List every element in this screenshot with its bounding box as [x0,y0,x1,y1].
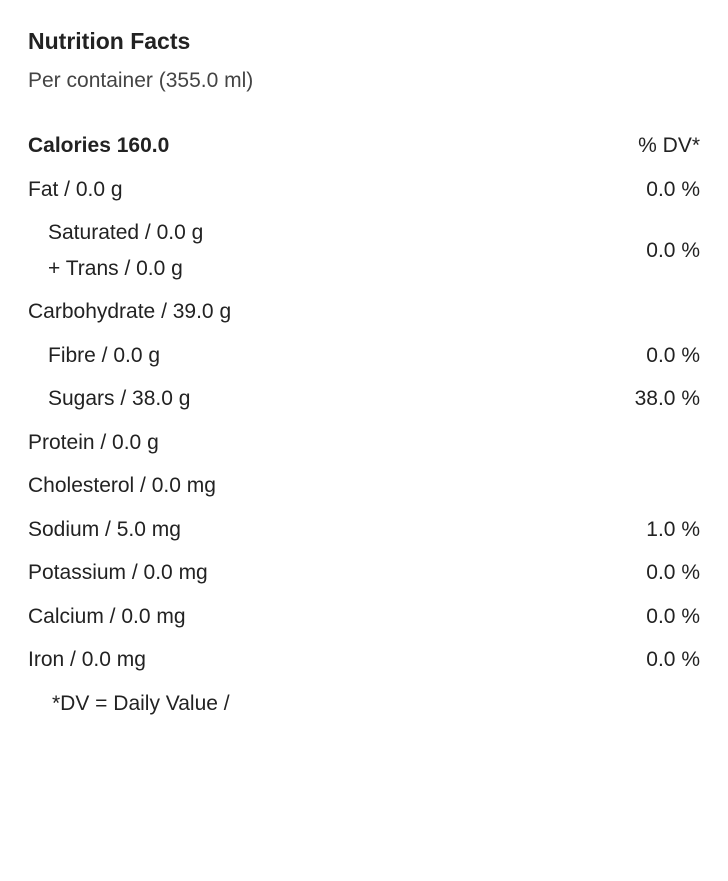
calcium-row: Calcium / 0.0 mg 0.0 % [28,595,700,639]
sodium-dv: 1.0 % [646,514,700,546]
iron-label: Iron / 0.0 mg [28,644,146,676]
fibre-label: Fibre / 0.0 g [28,340,160,372]
protein-label: Protein / 0.0 g [28,427,159,459]
trans-label: + Trans / 0.0 g [48,253,203,285]
iron-row: Iron / 0.0 mg 0.0 % [28,638,700,682]
calcium-label: Calcium / 0.0 mg [28,601,186,633]
potassium-label: Potassium / 0.0 mg [28,557,208,589]
carbohydrate-label: Carbohydrate / 39.0 g [28,296,231,328]
cholesterol-row: Cholesterol / 0.0 mg [28,464,700,508]
protein-row: Protein / 0.0 g [28,421,700,465]
fat-label: Fat / 0.0 g [28,174,123,206]
potassium-row: Potassium / 0.0 mg 0.0 % [28,551,700,595]
calories-row: Calories 160.0 % DV* [28,124,700,168]
calcium-dv: 0.0 % [646,601,700,633]
fibre-row: Fibre / 0.0 g 0.0 % [28,334,700,378]
sugars-row: Sugars / 38.0 g 38.0 % [28,377,700,421]
sugars-label: Sugars / 38.0 g [28,383,190,415]
dv-footnote: *DV = Daily Value / [28,682,700,720]
saturated-trans-row: Saturated / 0.0 g + Trans / 0.0 g 0.0 % [28,211,700,290]
sugars-dv: 38.0 % [635,383,700,415]
fat-dv: 0.0 % [646,174,700,206]
potassium-dv: 0.0 % [646,557,700,589]
cholesterol-label: Cholesterol / 0.0 mg [28,470,216,502]
sodium-row: Sodium / 5.0 mg 1.0 % [28,508,700,552]
saturated-trans-dv: 0.0 % [646,235,700,267]
carbohydrate-row: Carbohydrate / 39.0 g [28,290,700,334]
calories-label: Calories 160.0 [28,130,169,162]
fat-row: Fat / 0.0 g 0.0 % [28,168,700,212]
sodium-label: Sodium / 5.0 mg [28,514,181,546]
serving-subtitle: Per container (355.0 ml) [28,65,700,97]
fibre-dv: 0.0 % [646,340,700,372]
nutrition-title: Nutrition Facts [28,24,700,59]
saturated-label: Saturated / 0.0 g [48,217,203,249]
dv-header: % DV* [638,130,700,162]
iron-dv: 0.0 % [646,644,700,676]
